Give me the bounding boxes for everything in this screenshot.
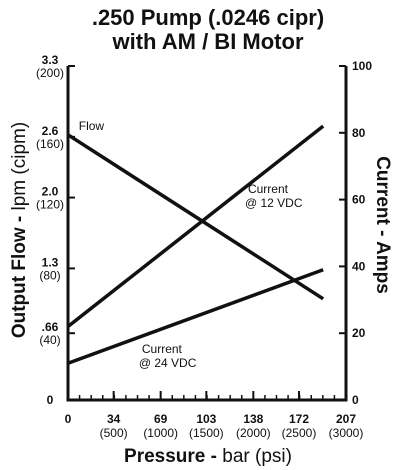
x-tick-label-psi: (2500) xyxy=(282,426,317,440)
series-label: @ 12 VDC xyxy=(245,196,303,210)
series-line xyxy=(66,124,325,328)
x-axis-title-rest: bar (psi) xyxy=(217,446,292,467)
right-tick-label: 80 xyxy=(352,126,366,140)
left-tick-label-cipm: (120) xyxy=(36,198,64,212)
x-tick-label: 207 xyxy=(336,412,356,426)
left-tick-label-cipm: (40) xyxy=(39,333,60,347)
x-tick-label: 34 xyxy=(107,412,121,426)
chart-title-line-2: with AM / BI Motor xyxy=(111,29,303,54)
x-tick-label-psi: (2000) xyxy=(236,426,271,440)
left-tick-label: 0 xyxy=(47,393,54,407)
left-tick-label: 2.6 xyxy=(42,124,59,138)
left-tick-label: 3.3 xyxy=(42,53,59,67)
x-tick-label: 103 xyxy=(196,412,216,426)
x-tick-label: 69 xyxy=(154,412,168,426)
x-tick-label-psi: (1000) xyxy=(143,426,178,440)
x-axis-title: Pressure - bar (psi) xyxy=(124,446,292,467)
right-tick-label: 100 xyxy=(352,59,372,73)
left-axis-title: Output Flow - lpm (cipm) xyxy=(9,122,30,338)
series-line xyxy=(67,268,324,365)
x-tick-label: 0 xyxy=(65,412,72,426)
series-line xyxy=(67,133,325,301)
left-tick-label: 2.0 xyxy=(42,185,59,199)
series-label: @ 24 VDC xyxy=(139,356,197,370)
series-label: Flow xyxy=(79,119,105,133)
x-tick-label-psi: (500) xyxy=(100,426,128,440)
left-tick-label: .66 xyxy=(42,320,59,334)
left-axis-title-rest: lpm (cipm) xyxy=(9,122,30,216)
x-tick-label-psi: (1500) xyxy=(189,426,224,440)
x-axis-title-bold: Pressure - xyxy=(124,446,217,467)
right-axis-title: Current - Amps xyxy=(372,156,393,294)
left-tick-label: 1.3 xyxy=(42,255,59,269)
right-tick-label: 0 xyxy=(352,393,359,407)
left-axis-title-bold: Output Flow - xyxy=(9,216,30,338)
right-tick-label: 60 xyxy=(352,193,366,207)
x-tick-label: 172 xyxy=(289,412,309,426)
left-tick-label-cipm: (160) xyxy=(36,137,64,151)
right-tick-label: 40 xyxy=(352,259,366,273)
x-tick-label-psi: (3000) xyxy=(329,426,364,440)
x-tick-label: 138 xyxy=(243,412,263,426)
series-label: Current xyxy=(142,342,183,356)
left-tick-label-cipm: (80) xyxy=(39,268,60,282)
series-label: Current xyxy=(248,182,289,196)
left-tick-label-cipm: (200) xyxy=(36,66,64,80)
right-tick-label: 20 xyxy=(352,326,366,340)
chart-title-line-1: .250 Pump (.0246 cipr) xyxy=(92,5,324,30)
